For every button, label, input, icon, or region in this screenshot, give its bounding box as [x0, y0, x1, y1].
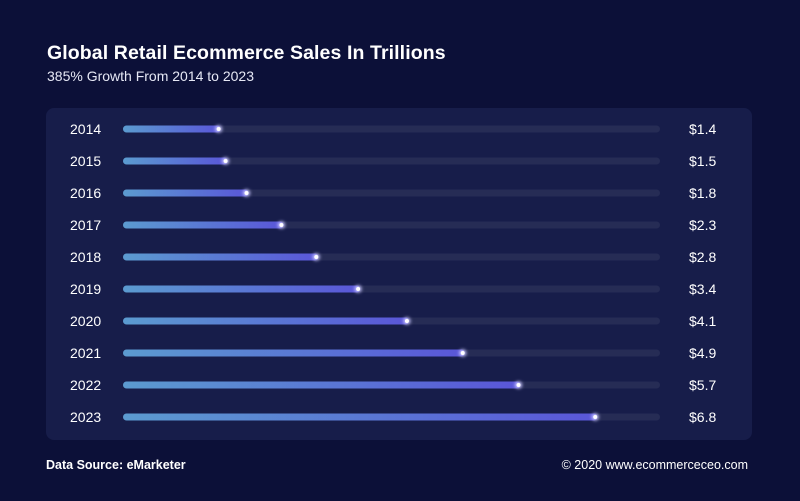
bar-row-2018: 2018 $2.8 [70, 249, 716, 265]
bar-row-2023: 2023 $6.8 [70, 409, 716, 425]
data-source: Data Source: eMarketer [46, 458, 186, 472]
bar-chart: 2014 $1.4 2015 $1.5 2016 $1.8 2017 $2.3 2018 $2.8… [70, 121, 716, 425]
value-label: $1.4 [689, 121, 716, 137]
bar-end-dot [356, 287, 361, 291]
bar-row-2014: 2014 $1.4 [70, 121, 716, 137]
bar-track [123, 157, 660, 165]
value-label: $4.1 [689, 313, 716, 329]
value-label: $2.8 [689, 249, 716, 265]
value-label: $6.8 [689, 409, 716, 425]
bar-end-dot [460, 351, 465, 355]
bar [123, 157, 228, 165]
bar-end-dot [223, 159, 228, 163]
bar-end-dot [216, 127, 221, 131]
bar-row-2016: 2016 $1.8 [70, 185, 716, 201]
chart-panel: 2014 $1.4 2015 $1.5 2016 $1.8 2017 $2.3 2018 $2.8… [46, 108, 752, 440]
category-label: 2021 [70, 345, 101, 361]
bar [123, 125, 221, 133]
bar [123, 189, 249, 197]
bar [123, 413, 598, 421]
value-label: $4.9 [689, 345, 716, 361]
category-label: 2015 [70, 153, 101, 169]
bar-end-dot [244, 191, 249, 195]
category-label: 2014 [70, 121, 101, 137]
bar [123, 349, 465, 357]
bar-end-dot [279, 223, 284, 227]
bar-row-2017: 2017 $2.3 [70, 217, 716, 233]
bar-track [123, 189, 660, 197]
value-label: $1.8 [689, 185, 716, 201]
bar-end-dot [516, 383, 521, 387]
value-label: $2.3 [689, 217, 716, 233]
bar [123, 285, 361, 293]
bar-row-2021: 2021 $4.9 [70, 345, 716, 361]
bar-row-2015: 2015 $1.5 [70, 153, 716, 169]
bar-end-dot [314, 255, 319, 259]
copyright: © 2020 www.ecommerceceo.com [561, 458, 748, 472]
category-label: 2020 [70, 313, 101, 329]
category-label: 2019 [70, 281, 101, 297]
bar [123, 253, 319, 261]
chart-title: Global Retail Ecommerce Sales In Trillio… [47, 42, 446, 64]
bar-end-dot [404, 319, 409, 323]
category-label: 2018 [70, 249, 101, 265]
category-label: 2017 [70, 217, 101, 233]
category-label: 2023 [70, 409, 101, 425]
value-label: $1.5 [689, 153, 716, 169]
bar-end-dot [593, 415, 598, 419]
bar-row-2020: 2020 $4.1 [70, 313, 716, 329]
chart-subtitle: 385% Growth From 2014 to 2023 [47, 68, 255, 84]
value-label: $5.7 [689, 377, 716, 393]
bar [123, 381, 521, 389]
bar [123, 221, 284, 229]
bar-row-2019: 2019 $3.4 [70, 281, 716, 297]
bar-track [123, 125, 660, 133]
value-label: $3.4 [689, 281, 716, 297]
category-label: 2016 [70, 185, 101, 201]
category-label: 2022 [70, 377, 101, 393]
bar-row-2022: 2022 $5.7 [70, 377, 716, 393]
bar [123, 317, 409, 325]
